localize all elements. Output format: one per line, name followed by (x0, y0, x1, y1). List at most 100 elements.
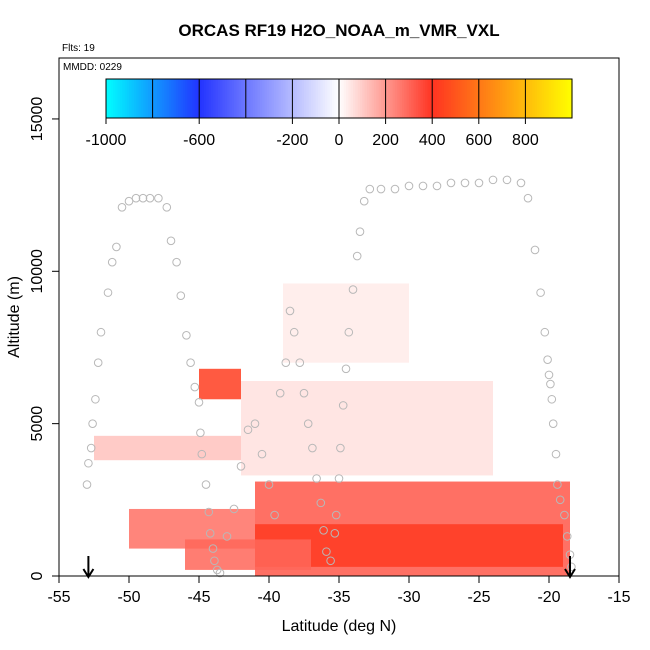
flight-track-point (352, 251, 362, 261)
colorbar-segment (189, 79, 193, 118)
colorbar-segment (266, 79, 270, 118)
colorbar-tick-label: 800 (512, 132, 539, 149)
flight-track-point (560, 510, 569, 520)
colorbar-segment (140, 79, 144, 118)
heat-cell-5 (241, 380, 493, 476)
colorbar-segment (560, 79, 564, 118)
colorbar-segment (408, 79, 412, 118)
flight-track-point (112, 242, 121, 252)
colorbar-segment (544, 79, 547, 118)
flight-track-point (474, 178, 484, 188)
colorbar-segment (380, 79, 384, 118)
colorbar-segment (252, 79, 256, 118)
colorbar-segment (406, 79, 410, 118)
flight-track-point (285, 306, 295, 316)
colorbar-segment (178, 79, 182, 118)
colorbar-segment (269, 79, 273, 118)
x-tick-label: -20 (537, 589, 560, 606)
colorbar-segment (217, 79, 221, 118)
colorbar-segment (332, 79, 335, 118)
colorbar-segment (392, 79, 396, 118)
flight-track-point (176, 291, 186, 300)
colorbar-segment (394, 79, 398, 118)
colorbar-segment (541, 79, 545, 118)
colorbar-segment (504, 79, 508, 118)
colorbar-segment (429, 79, 433, 118)
flight-track-point (404, 181, 414, 191)
colorbar-segment (308, 79, 312, 118)
colorbar-segment (369, 79, 373, 118)
colorbar-segment (411, 79, 415, 118)
colorbar-segment (311, 79, 314, 118)
colorbar-segment (441, 79, 445, 118)
flight-track-point (172, 257, 181, 267)
colorbar-segment (415, 79, 419, 118)
colorbar-segment (492, 79, 496, 118)
colorbar-segment (378, 79, 382, 118)
flight-track-point (355, 227, 365, 236)
colorbar-segment (460, 79, 464, 118)
colorbar-segment (304, 79, 307, 118)
colorbar-segment (373, 79, 377, 118)
colorbar-segment (399, 79, 403, 118)
colorbar-segment (273, 79, 277, 118)
colorbar-segment (534, 79, 538, 118)
colorbar-segment (348, 79, 352, 118)
colorbar-segment (294, 79, 298, 118)
colorbar-segment (553, 79, 557, 118)
flight-track-point (418, 181, 428, 191)
flight-track-point (530, 245, 540, 255)
colorbar-segment (196, 79, 200, 118)
colorbar-segment (455, 79, 459, 118)
colorbar-segment (352, 79, 356, 118)
colorbar-segment (259, 79, 263, 118)
mmdd-note: MMDD: 0229 (63, 62, 122, 73)
colorbar-segment (525, 79, 529, 118)
colorbar-segment (133, 79, 137, 118)
colorbar-segment (108, 79, 112, 118)
colorbar-segment (192, 79, 196, 118)
colorbar-segment (520, 79, 524, 118)
colorbar-segment (327, 79, 331, 118)
colorbar-segment (355, 79, 359, 118)
flight-track-point (523, 193, 533, 203)
colorbar-segment (558, 79, 561, 118)
flight-track-point (334, 474, 344, 483)
colorbar-segment (164, 79, 168, 118)
colorbar-segment (145, 79, 149, 118)
flight-track-point (270, 510, 279, 520)
colorbar-segment (413, 79, 417, 118)
flight-track-point (308, 443, 317, 453)
heat-cell-7 (199, 368, 241, 400)
flight-track-point (460, 178, 470, 188)
colorbar-segment (315, 79, 319, 118)
colorbar-segment (180, 79, 184, 118)
heat-cell-3 (185, 539, 311, 570)
colorbar-segment (502, 79, 506, 118)
colorbar-segment (234, 79, 238, 118)
flight-track-point (196, 428, 205, 438)
flight-track-point (295, 358, 305, 368)
colorbar-segment (143, 79, 147, 118)
colorbar-segment (168, 79, 172, 118)
flight-track-point (243, 425, 253, 435)
chart-title: ORCAS RF19 H2O_NOAA_m_VMR_VXL (178, 21, 499, 40)
colorbar-segment (457, 79, 461, 118)
flight-track-point (124, 196, 134, 206)
colorbar-segment (464, 79, 468, 118)
x-tick-label: -40 (257, 589, 280, 606)
colorbar-segment (401, 79, 405, 118)
flight-track-point (197, 449, 207, 459)
colorbar-segment (523, 79, 526, 118)
colorbar-segment (495, 79, 499, 118)
flight-track-point (326, 556, 335, 566)
flight-track-point (210, 556, 219, 566)
colorbar-segment (490, 79, 494, 118)
flight-track-point (540, 327, 550, 337)
flight-track-point (84, 458, 93, 468)
colorbar-segment (245, 79, 249, 118)
colorbar-segment (569, 79, 573, 118)
flight-track-point (365, 184, 375, 194)
x-tick-label: -15 (607, 589, 630, 606)
